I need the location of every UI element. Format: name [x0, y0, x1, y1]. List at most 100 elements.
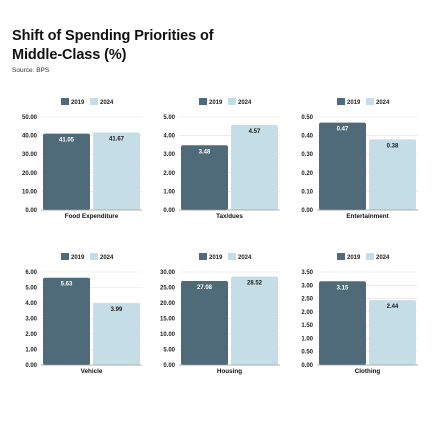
- y-tick-label: 1.00: [163, 189, 175, 195]
- y-tick-label: 2.00: [301, 310, 313, 316]
- legend-swatch-2019: [61, 98, 69, 105]
- y-tick-label: 0.50: [301, 115, 313, 121]
- data-label-2024: 3.99: [111, 307, 123, 313]
- legend-label-2024: 2024: [376, 255, 390, 261]
- x-axis-label: Clothing: [355, 368, 381, 375]
- legend-label-2019: 2019: [209, 255, 223, 261]
- y-tick-label: 6.00: [25, 270, 37, 276]
- y-tick-label: 30.00: [160, 270, 176, 276]
- data-label-2019: 27.08: [197, 285, 213, 291]
- chart-panel-food: 0.00 10.00 20.00 30.00 40.00 50.00 2019 2024 41.…: [10, 95, 148, 225]
- data-label-2019: 3.48: [199, 149, 211, 155]
- y-tick-label: 0.50: [301, 350, 313, 356]
- chart-header: Shift of Spending Priorities of Middle-C…: [12, 27, 412, 74]
- y-tick-label: 0.00: [163, 363, 175, 369]
- y-tick-label: 0.40: [301, 134, 313, 140]
- chart-panel-vehicle: 0.00 1.00 2.00 3.00 4.00 5.00 6.00 2019 2024 5.63…: [10, 250, 148, 380]
- y-tick-label: 5.00: [25, 286, 37, 292]
- y-tick-label: 3.00: [163, 152, 175, 158]
- y-tick-label: 20.00: [160, 301, 176, 307]
- x-axis-label: Tax/dues: [216, 213, 243, 220]
- legend-label-2024: 2024: [238, 100, 252, 106]
- y-tick-label: 0.10: [301, 189, 313, 195]
- y-tick-label: 2.00: [25, 332, 37, 338]
- bar-2019: [43, 133, 90, 210]
- y-tick-label: 3.50: [301, 270, 313, 276]
- data-label-2024: 4.57: [249, 129, 261, 135]
- bar-2024: [93, 303, 140, 365]
- y-tick-label: 3.00: [301, 283, 313, 289]
- bar-2019: [181, 145, 228, 210]
- bar-2024: [231, 276, 278, 365]
- y-tick-label: 5.00: [163, 348, 175, 354]
- x-axis-label: Entertainment: [346, 213, 389, 220]
- bar-2019: [319, 122, 366, 210]
- y-tick-label: 0.00: [301, 208, 313, 214]
- chart-svg: 0.00 0.50 1.00 1.50 2.00 2.50 3.00 3.50 2019 2024…: [301, 253, 418, 375]
- y-tick-label: 0.00: [163, 208, 175, 214]
- y-tick-label: 0.00: [301, 363, 313, 369]
- data-label-2019: 0.47: [337, 127, 349, 133]
- y-tick-label: 5.00: [163, 115, 175, 121]
- legend-swatch-2024: [366, 253, 374, 260]
- chart-svg: 0.00 10.00 20.00 30.00 40.00 50.00 2019 2024 41.…: [22, 98, 142, 220]
- legend-swatch-2024: [228, 253, 236, 260]
- y-tick-label: 2.50: [301, 297, 313, 303]
- y-tick-label: 0.30: [301, 152, 313, 158]
- chart-panel-tax: 0.00 1.00 2.00 3.00 4.00 5.00 2019 2024 3.48 4.57…: [148, 95, 286, 225]
- y-tick-label: 0.20: [301, 171, 313, 177]
- data-label-2019: 41.05: [59, 138, 75, 144]
- y-tick-label: 1.50: [301, 323, 313, 329]
- y-tick-label: 25.00: [160, 286, 176, 292]
- bar-2024: [231, 124, 278, 210]
- bar-2019: [181, 281, 228, 365]
- source-note: Source: BPS: [12, 67, 50, 74]
- legend-label-2024: 2024: [100, 100, 114, 106]
- legend-swatch-2024: [366, 98, 374, 105]
- legend-swatch-2019: [337, 98, 345, 105]
- data-label-2019: 3.15: [337, 285, 349, 291]
- legend-label-2024: 2024: [376, 100, 390, 106]
- legend-swatch-2019: [199, 98, 207, 105]
- page-title: Shift of Spending Priorities of Middle-C…: [12, 28, 214, 63]
- data-label-2024: 0.38: [387, 143, 399, 149]
- bar-2019: [43, 277, 90, 365]
- legend-label-2019: 2019: [347, 255, 361, 261]
- legend-label-2019: 2019: [71, 255, 85, 261]
- y-tick-label: 0.00: [25, 208, 37, 214]
- legend-swatch-2019: [199, 253, 207, 260]
- x-axis-label: Housing: [217, 368, 242, 375]
- y-tick-label: 50.00: [22, 115, 38, 121]
- legend-label-2024: 2024: [238, 255, 252, 261]
- data-label-2019: 5.63: [61, 282, 73, 288]
- bar-2024: [369, 300, 416, 365]
- y-tick-label: 40.00: [22, 134, 38, 140]
- x-axis-label: Food Expenditure: [65, 213, 119, 220]
- legend-swatch-2024: [90, 98, 98, 105]
- data-label-2024: 28.52: [247, 281, 263, 287]
- y-tick-label: 3.00: [25, 317, 37, 323]
- y-tick-label: 20.00: [22, 171, 38, 177]
- y-tick-label: 1.00: [25, 348, 37, 354]
- chart-svg: 0.00 1.00 2.00 3.00 4.00 5.00 2019 2024 3.48 4.57…: [163, 98, 280, 220]
- y-tick-label: 30.00: [22, 152, 38, 158]
- legend-label-2019: 2019: [71, 100, 85, 106]
- chart-svg: 0.00 5.00 10.00 15.00 20.00 25.00 30.00 2019 202…: [160, 253, 280, 375]
- data-label-2024: 2.44: [387, 304, 399, 310]
- chart-panel-housing: 0.00 5.00 10.00 15.00 20.00 25.00 30.00 2019 202…: [148, 250, 286, 380]
- chart-panel-clothing: 0.00 0.50 1.00 1.50 2.00 2.50 3.00 3.50 2019 2024…: [286, 250, 424, 380]
- legend-label-2024: 2024: [100, 255, 114, 261]
- bar-2024: [93, 132, 140, 210]
- chart-panel-entertainment: 0.00 0.10 0.20 0.30 0.40 0.50 2019 2024 0.47 0.38…: [286, 95, 424, 225]
- x-axis-label: Vehicle: [81, 368, 103, 375]
- legend-swatch-2024: [90, 253, 98, 260]
- legend-swatch-2019: [61, 253, 69, 260]
- y-tick-label: 4.00: [163, 134, 175, 140]
- y-tick-label: 0.00: [25, 363, 37, 369]
- chart-svg: 0.00 1.00 2.00 3.00 4.00 5.00 6.00 2019 2024 5.63…: [25, 253, 142, 375]
- legend-label-2019: 2019: [209, 100, 223, 106]
- bar-2024: [369, 139, 416, 210]
- data-label-2024: 41.67: [109, 136, 125, 142]
- y-tick-label: 15.00: [160, 317, 176, 323]
- y-tick-label: 1.00: [301, 336, 313, 342]
